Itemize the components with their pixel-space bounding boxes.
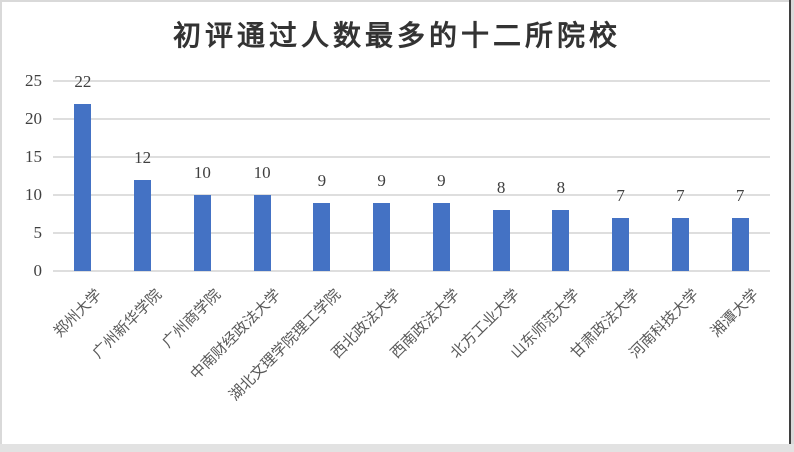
- x-axis-category-label: 郑州大学: [51, 286, 106, 341]
- bar-value-label: 9: [317, 170, 327, 190]
- gridline: [53, 232, 770, 234]
- bar-value-label: 7: [616, 185, 625, 205]
- bar-value-label: 12: [134, 147, 152, 167]
- frame-right-dark-border: [789, 0, 791, 446]
- bar: [373, 202, 391, 271]
- gridline: [53, 194, 770, 196]
- gridline: [53, 80, 770, 82]
- y-axis-tick-label: 5: [33, 223, 43, 242]
- bar: [731, 217, 749, 271]
- y-axis-tick-label: 0: [33, 261, 43, 280]
- bar: [134, 179, 152, 271]
- bar-value-label: 7: [676, 185, 685, 205]
- bar-value-label: 9: [437, 170, 446, 190]
- bar-value-label: 22: [74, 71, 92, 91]
- bar-value-label: 8: [556, 178, 566, 198]
- bar: [492, 210, 510, 271]
- x-axis-category-label: 湖北文理学院理工学院: [226, 286, 345, 405]
- bar: [612, 217, 630, 271]
- frame-bottom-strip: [0, 444, 794, 452]
- y-axis-tick-label: 20: [25, 109, 42, 128]
- x-axis-category-label: 湘潭大学: [708, 286, 763, 341]
- frame-left-border: [0, 0, 2, 452]
- bar: [671, 217, 689, 271]
- gridline: [53, 118, 770, 120]
- gridline: [53, 270, 770, 272]
- bar: [313, 202, 331, 271]
- gridline: [53, 156, 770, 158]
- bar: [253, 195, 271, 271]
- bar: [74, 103, 92, 271]
- y-axis-tick-label: 10: [25, 185, 42, 204]
- bar: [193, 195, 211, 271]
- bar-value-label: 8: [496, 178, 506, 198]
- frame-top-border: [0, 0, 794, 2]
- bar: [432, 202, 450, 271]
- bar: [552, 210, 570, 271]
- bar-value-label: 9: [377, 170, 386, 190]
- bar-value-label: 10: [193, 163, 211, 182]
- frame-right-gray-margin: [791, 0, 794, 452]
- y-axis-tick-label: 15: [25, 147, 42, 166]
- bar-value-label: 10: [253, 163, 271, 182]
- y-axis-tick-label: 25: [25, 71, 42, 90]
- chart-title: 初评通过人数最多的十二所院校: [172, 21, 621, 52]
- bar-value-label: 7: [735, 185, 745, 205]
